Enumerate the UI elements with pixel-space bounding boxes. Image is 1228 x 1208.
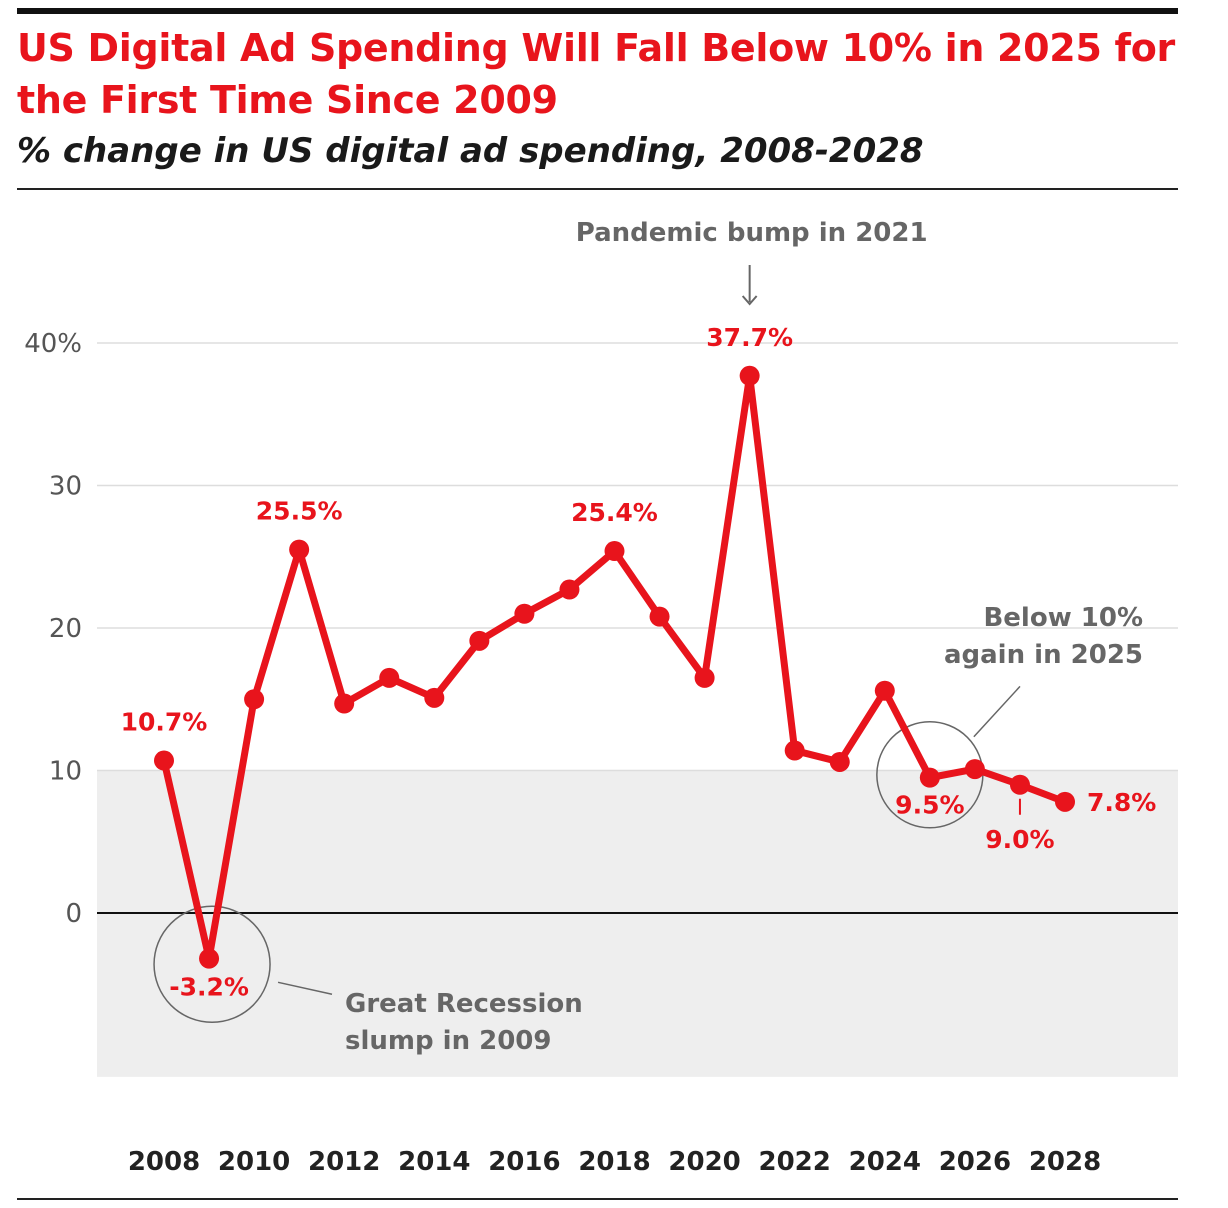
- y-axis-ticks: 40% 30 20 10 0: [24, 329, 82, 929]
- data-point: [244, 689, 265, 710]
- x-tick-label: 2020: [668, 1147, 740, 1177]
- x-tick-label: 2010: [218, 1147, 290, 1177]
- y-tick-label: 30: [49, 472, 82, 502]
- data-point: [199, 948, 220, 969]
- data-point: [919, 767, 940, 788]
- top-rule: [17, 8, 1178, 14]
- data-point: [874, 680, 895, 701]
- y-tick-label: 10: [49, 757, 82, 787]
- x-tick-label: 2014: [398, 1147, 470, 1177]
- x-tick-label: 2026: [939, 1147, 1011, 1177]
- x-tick-label: 2022: [759, 1147, 831, 1177]
- below10-annotation: Below 10%: [983, 603, 1143, 633]
- x-tick-label: 2028: [1029, 1147, 1101, 1177]
- data-point: [604, 541, 625, 562]
- x-tick-label: 2016: [488, 1147, 560, 1177]
- recession-annotation: slump in 2009: [345, 1026, 552, 1056]
- x-tick-label: 2012: [308, 1147, 380, 1177]
- data-point: [289, 539, 310, 560]
- data-labels: 10.7% -3.2% 25.5% 25.4% 37.7% 9.5% 9.0% 7.8%: [121, 323, 1157, 1002]
- pandemic-annotation: Pandemic bump in 2021: [576, 218, 928, 248]
- data-points: [154, 365, 1075, 969]
- recession-annotation: Great Recession: [345, 989, 583, 1019]
- data-point: [154, 750, 174, 771]
- data-point: [334, 693, 355, 714]
- data-point: [649, 606, 670, 627]
- data-point: [469, 630, 490, 651]
- arrow-head-icon: [741, 295, 758, 306]
- data-label: 9.0%: [985, 825, 1054, 854]
- y-tick-label: 0: [65, 899, 82, 929]
- footer-rule: [17, 1198, 1178, 1200]
- data-point: [424, 687, 445, 708]
- data-point: [784, 740, 805, 761]
- data-point: [829, 751, 850, 772]
- x-tick-label: 2018: [578, 1147, 650, 1177]
- data-point: [514, 603, 535, 624]
- data-label: 10.7%: [121, 708, 208, 737]
- chart-title: US Digital Ad Spending Will Fall Below 1…: [17, 26, 1175, 122]
- header-rule: [17, 188, 1178, 190]
- data-point: [559, 579, 580, 600]
- data-label: 7.8%: [1087, 788, 1156, 817]
- recession-circle: [153, 905, 271, 1024]
- x-axis-ticks: 2008 2010 2012 2014 2016 2018 2020 2022 2024 2026…: [128, 1147, 1101, 1177]
- data-point: [739, 365, 760, 386]
- data-point: [1009, 774, 1030, 795]
- recession-leader-line: [277, 981, 333, 995]
- data-point: [964, 759, 985, 780]
- data-label: 25.4%: [571, 498, 658, 527]
- annotations: Pandemic bump in 2021 Great Recession slum…: [153, 218, 1143, 1056]
- data-label: 37.7%: [706, 323, 793, 352]
- data-point: [1055, 791, 1075, 812]
- below10-annotation: again in 2025: [944, 640, 1143, 670]
- x-tick-label: 2024: [849, 1147, 921, 1177]
- data-label: -3.2%: [169, 973, 249, 1002]
- shaded-band: [97, 770, 1178, 1077]
- y-tick-label: 40%: [24, 329, 82, 359]
- below10-leader-line: [973, 685, 1021, 738]
- data-label: 9.5%: [895, 791, 964, 820]
- data-point: [379, 667, 400, 688]
- data-label: 25.5%: [256, 497, 343, 526]
- x-tick-label: 2008: [128, 1147, 200, 1177]
- y-tick-label: 20: [49, 614, 82, 644]
- below-threshold-band: [97, 770, 1178, 1077]
- chart-subtitle: % change in US digital ad spending, 2008…: [17, 131, 924, 171]
- data-point: [694, 667, 715, 688]
